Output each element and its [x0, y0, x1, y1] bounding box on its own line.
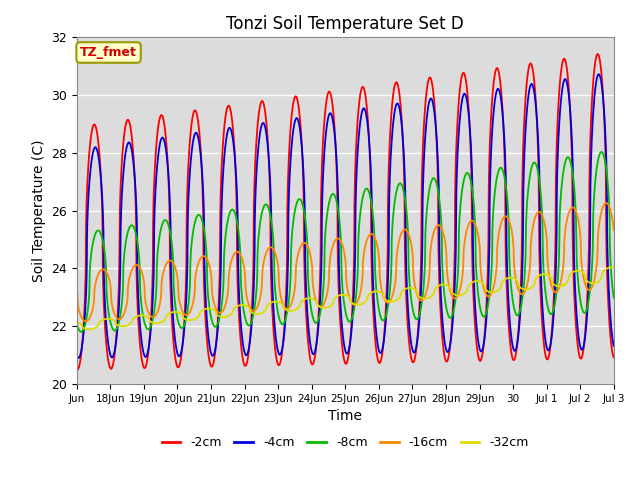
-2cm [541, 352, 549, 358]
-32cm [600, 269, 607, 275]
-2cm [600, 101, 607, 107]
Line: -8cm: -8cm [77, 152, 614, 332]
-32cm [279, 302, 287, 308]
-32cm [610, 265, 618, 271]
Title: Tonzi Soil Temperature Set D: Tonzi Soil Temperature Set D [227, 15, 464, 33]
Line: -32cm: -32cm [77, 267, 614, 329]
Y-axis label: Soil Temperature (C): Soil Temperature (C) [31, 139, 45, 282]
Line: -4cm: -4cm [77, 74, 614, 358]
-2cm [302, 312, 310, 317]
-16cm [602, 200, 610, 206]
-32cm [302, 296, 310, 301]
-32cm [607, 264, 615, 270]
-2cm [594, 51, 602, 57]
-16cm [73, 286, 81, 291]
-4cm [541, 338, 549, 344]
-16cm [82, 318, 90, 324]
-8cm [541, 290, 549, 296]
Line: -16cm: -16cm [77, 203, 614, 321]
-16cm [541, 226, 549, 231]
-8cm [77, 329, 85, 335]
Legend: -2cm, -4cm, -8cm, -16cm, -32cm: -2cm, -4cm, -8cm, -16cm, -32cm [157, 431, 534, 454]
-4cm [166, 204, 174, 210]
-4cm [279, 342, 287, 348]
-8cm [134, 245, 142, 251]
-8cm [610, 295, 618, 300]
-32cm [166, 310, 174, 316]
-8cm [598, 149, 605, 155]
-4cm [73, 352, 81, 358]
-8cm [302, 225, 310, 230]
-16cm [134, 263, 142, 268]
-8cm [73, 321, 81, 326]
-4cm [134, 293, 142, 299]
-32cm [73, 320, 81, 325]
-32cm [541, 271, 549, 277]
-16cm [610, 227, 618, 233]
X-axis label: Time: Time [328, 409, 362, 423]
-32cm [85, 326, 93, 332]
-4cm [595, 72, 602, 77]
-2cm [134, 316, 142, 322]
-2cm [73, 366, 81, 372]
-4cm [610, 343, 618, 349]
Line: -2cm: -2cm [77, 54, 614, 370]
-8cm [600, 152, 607, 158]
-16cm [302, 241, 310, 247]
-2cm [610, 355, 618, 360]
-16cm [166, 258, 174, 264]
-32cm [134, 313, 142, 319]
-8cm [279, 321, 287, 327]
Text: TZ_fmet: TZ_fmet [80, 46, 137, 59]
-2cm [166, 269, 174, 275]
-4cm [75, 355, 83, 361]
-16cm [600, 203, 607, 209]
-4cm [302, 288, 310, 293]
-4cm [600, 101, 607, 107]
-16cm [279, 301, 287, 307]
-2cm [279, 342, 287, 348]
-8cm [166, 229, 174, 235]
-2cm [74, 367, 81, 372]
